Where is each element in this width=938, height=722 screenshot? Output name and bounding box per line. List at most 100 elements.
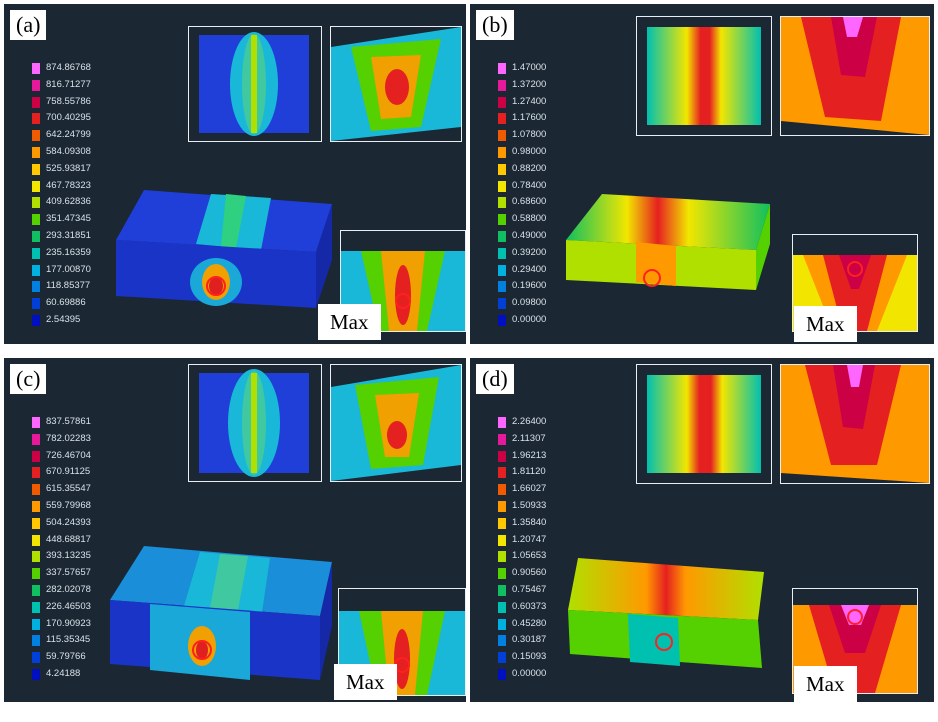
panel-label: (b) [476,10,514,40]
legend-value: 2.11307 [512,432,546,444]
top-view-inset [188,364,322,482]
legend-swatch [498,298,506,310]
legend-swatch [32,652,40,664]
legend-swatch [498,130,506,142]
legend-value: 1.35840 [512,516,547,528]
legend-value: 0.00000 [512,667,547,679]
legend-value: 0.98000 [512,145,547,157]
legend-value: 0.90560 [512,567,547,579]
panel-label: (a) [10,10,47,40]
panel-label: (c) [10,364,47,394]
strain-model-view [568,558,764,668]
legend-value: 1.07800 [512,129,547,141]
panel-label: (d) [476,364,514,394]
legend-value: 118.85377 [46,280,91,292]
legend-value: 2.54395 [46,313,81,325]
legend-swatch [498,433,506,445]
legend-swatch [498,534,506,546]
legend-swatch [32,79,40,91]
legend-swatch [32,197,40,209]
legend-swatch [32,247,40,259]
legend-swatch [32,433,40,445]
legend-value: 670.91125 [46,466,91,478]
legend-swatch [32,163,40,175]
panel-a: (a) 874.86768 816.71277 758.55786 700.40295… [4,4,466,344]
legend-value: 874.86768 [46,62,91,73]
legend-value: 782.02283 [46,432,91,444]
legend-value: 0.68600 [512,196,547,208]
legend-swatch [498,500,506,512]
legend-swatch [498,635,506,647]
legend-value: 525.93817 [46,162,91,174]
legend-value: 59.79766 [46,651,86,663]
legend-swatch [498,63,506,74]
legend-value: 0.39200 [512,246,547,258]
legend-swatch [498,163,506,175]
legend-value: 60.69886 [46,297,86,309]
legend-value: 615.35547 [46,483,91,495]
legend-swatch [32,264,40,276]
max-label: Max [794,306,857,342]
legend-value: 0.78400 [512,179,547,191]
cross-section-inset [330,26,462,142]
legend-value: 837.57861 [46,416,91,427]
legend-swatch [32,601,40,613]
legend-value: 1.66027 [512,483,547,495]
legend-value: 177.00870 [46,263,91,275]
legend-swatch [32,517,40,529]
legend-value: 0.29400 [512,263,547,275]
legend-value: 282.02078 [46,583,91,595]
max-marker [643,269,661,287]
legend-value: 2.26400 [512,416,547,427]
legend-swatch [32,230,40,242]
legend-swatch [498,281,506,293]
legend-swatch [498,601,506,613]
cross-section-inset [330,364,462,482]
legend-value: 409.62836 [46,196,91,208]
top-view-inset [636,16,772,136]
legend-value: 559.79968 [46,499,91,511]
legend-value: 1.27400 [512,95,547,107]
legend-value: 642.24799 [46,129,91,141]
legend-value: 816.71277 [46,78,91,90]
legend-value: 0.75467 [512,583,547,595]
max-label: Max [318,304,381,340]
legend-value: 226.46503 [46,600,91,612]
legend-swatch [32,635,40,647]
legend-swatch [498,79,506,91]
legend-swatch [498,113,506,125]
legend-swatch [32,568,40,580]
legend-value: 337.57657 [46,567,91,579]
legend-swatch [498,264,506,276]
legend-swatch [498,517,506,529]
legend-value: 393.13235 [46,550,91,562]
legend-swatch [32,298,40,310]
max-marker [206,276,226,296]
legend-swatch [32,314,40,326]
legend-value: 4.24188 [46,667,81,679]
stress-model-view [110,546,332,680]
legend-value: 1.17600 [512,112,547,124]
legend-swatch [498,247,506,259]
legend-value: 467.78323 [46,179,91,191]
legend-swatch [32,618,40,630]
legend-value: 0.45280 [512,617,547,629]
legend-value: 0.00000 [512,313,547,325]
max-label: Max [334,664,397,700]
legend-swatch [498,551,506,563]
legend-swatch [498,467,506,479]
legend-value: 1.96213 [512,449,547,461]
legend-swatch [498,568,506,580]
legend-swatch [32,146,40,158]
panel-b: (b) 1.47000 1.37200 1.27400 1.17600 1.07800 0… [470,4,934,344]
legend-value: 726.46704 [46,449,91,461]
legend-swatch [32,668,40,680]
stress-model-view [116,190,332,308]
legend-value: 1.37200 [512,78,547,90]
legend-value: 293.31851 [46,229,91,241]
legend-value: 1.81120 [512,466,546,478]
legend-value: 700.40295 [46,112,91,124]
top-view-inset [188,26,322,142]
panel-d: (d) 2.26400 2.11307 1.96213 1.81120 1.66027 1… [470,358,934,702]
legend-value: 504.24393 [46,516,91,528]
